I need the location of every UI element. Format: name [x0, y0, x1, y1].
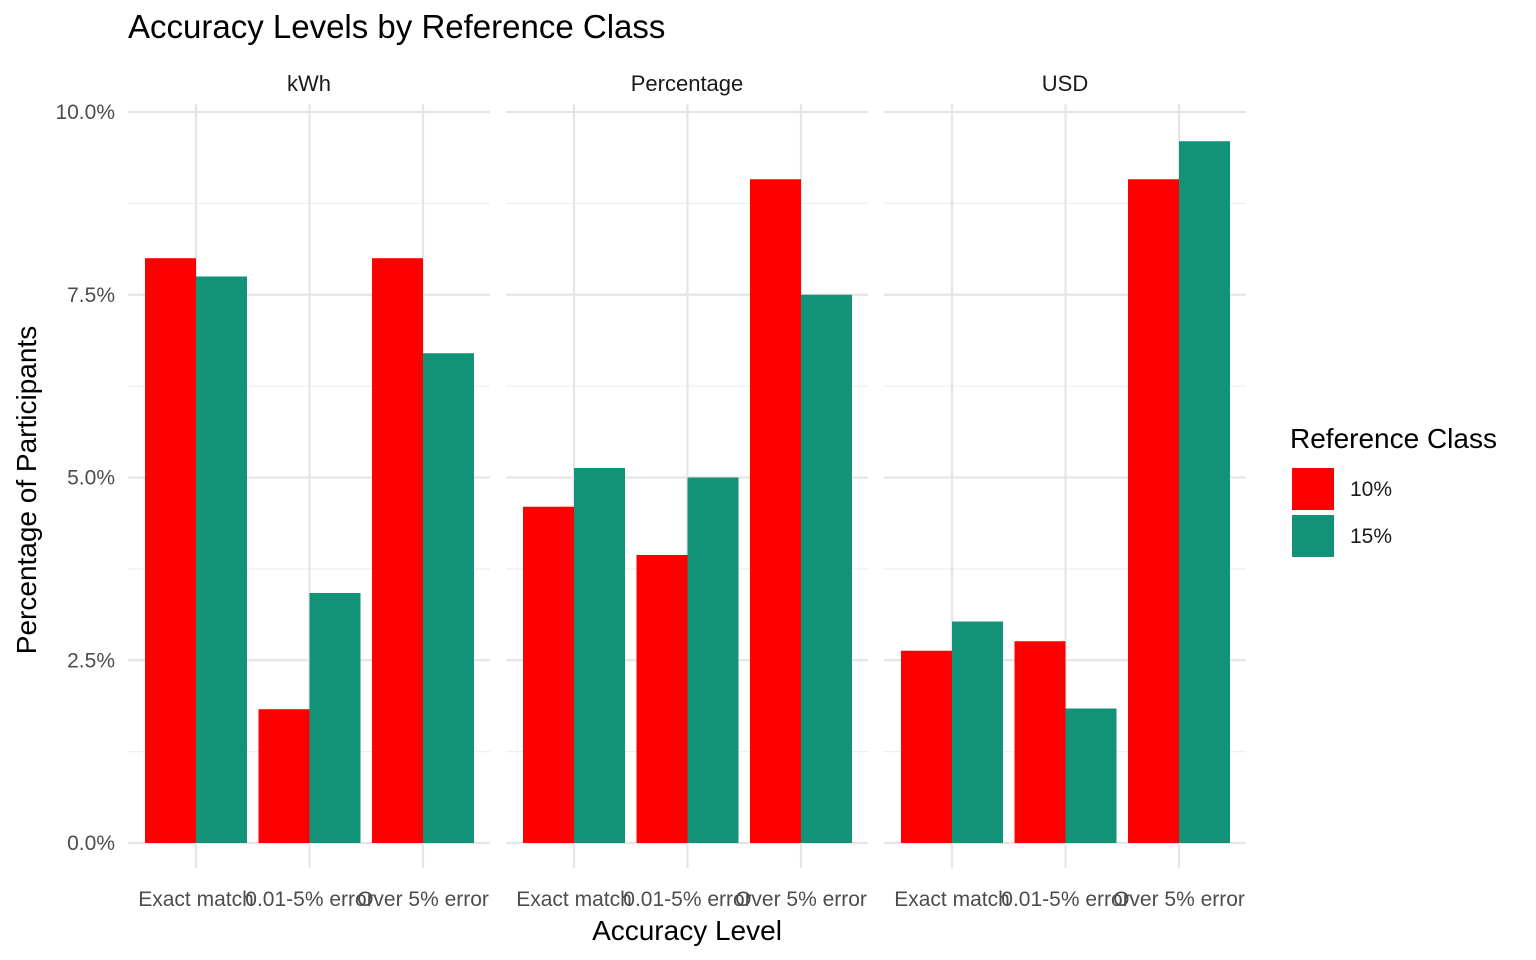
x-tick-label: Exact match	[516, 888, 632, 911]
bar	[687, 477, 739, 843]
bar	[750, 179, 801, 843]
legend-swatch	[1292, 515, 1334, 557]
bar	[952, 621, 1003, 843]
chart-title: Accuracy Levels by Reference Class	[128, 8, 665, 45]
legend-label: 15%	[1350, 525, 1392, 548]
bar	[1014, 641, 1066, 843]
bar	[1128, 179, 1179, 843]
bar	[901, 650, 952, 843]
x-tick-label: Over 5% error	[357, 888, 489, 911]
facet-label: USD	[1042, 71, 1088, 96]
facet-label: Percentage	[631, 71, 744, 96]
bar	[1065, 708, 1117, 843]
bar	[372, 258, 423, 843]
bar	[574, 467, 625, 843]
bar	[145, 258, 196, 843]
x-tick-label: Over 5% error	[1113, 888, 1245, 911]
x-tick-label: Exact match	[894, 888, 1010, 911]
y-axis-title: Percentage of Participants	[11, 326, 42, 654]
bar	[1179, 141, 1230, 844]
y-axis-ticks: 0.0% 2.5% 5.0% 7.5% 10.0%	[55, 101, 115, 855]
y-tick-label: 7.5%	[67, 284, 115, 307]
y-tick-label: 2.5%	[67, 649, 115, 672]
x-tick-label: Over 5% error	[735, 888, 867, 911]
x-axis-title: Accuracy Level	[592, 915, 782, 946]
bar	[636, 554, 688, 843]
y-tick-label: 5.0%	[67, 467, 115, 490]
bar	[423, 353, 474, 843]
bar	[258, 709, 310, 843]
y-tick-label: 10.0%	[55, 101, 115, 124]
legend-swatch	[1292, 468, 1334, 510]
y-tick-label: 0.0%	[67, 832, 115, 855]
bar	[801, 294, 852, 843]
bar	[309, 592, 361, 843]
x-tick-label: Exact match	[138, 888, 254, 911]
bar	[196, 276, 247, 844]
bar	[523, 506, 574, 843]
legend: Reference Class 10% 15%	[1290, 423, 1497, 557]
x-tick-label: 0.01-5% error	[623, 888, 751, 911]
legend-label: 10%	[1350, 478, 1392, 501]
legend-title: Reference Class	[1290, 423, 1497, 454]
facet-label: kWh	[287, 71, 331, 96]
x-tick-label: 0.01-5% error	[245, 888, 373, 911]
x-tick-label: 0.01-5% error	[1001, 888, 1129, 911]
